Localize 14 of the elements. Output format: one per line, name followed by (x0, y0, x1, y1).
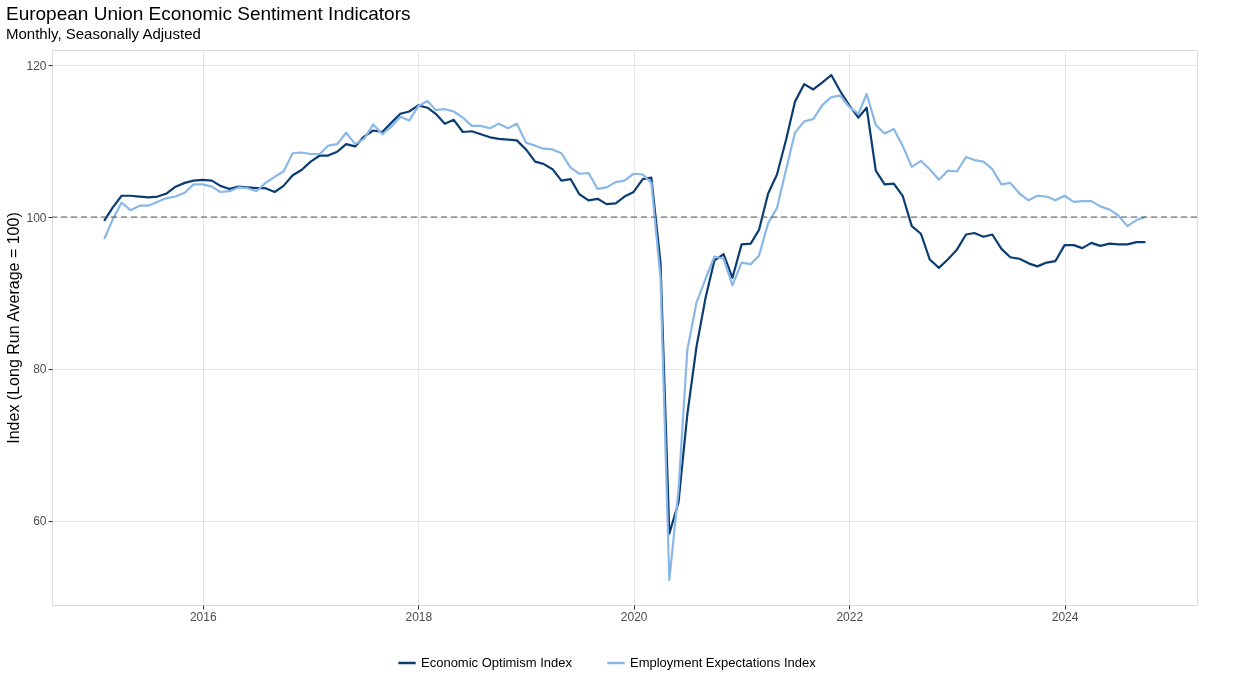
x-tick-label: 2016 (189, 609, 217, 624)
legend-label: Employment Expectations Index (630, 655, 817, 670)
chart-title: European Union Economic Sentiment Indicators (5, 3, 411, 24)
chart-subtitle: Monthly, Seasonally Adjusted (5, 25, 201, 42)
x-tick-label: 2020 (620, 609, 648, 624)
x-tick-label: 2018 (405, 609, 433, 624)
y-tick-label: 120 (26, 58, 47, 73)
x-tick-label: 2022 (836, 609, 864, 624)
y-tick-label: 60 (33, 514, 47, 529)
x-tick-label: 2024 (1051, 609, 1079, 624)
legend-label: Economic Optimism Index (421, 655, 573, 670)
y-axis-title: Index (Long Run Average = 100) (5, 212, 23, 444)
y-tick-label: 100 (26, 210, 47, 225)
y-tick-label: 80 (33, 362, 47, 377)
